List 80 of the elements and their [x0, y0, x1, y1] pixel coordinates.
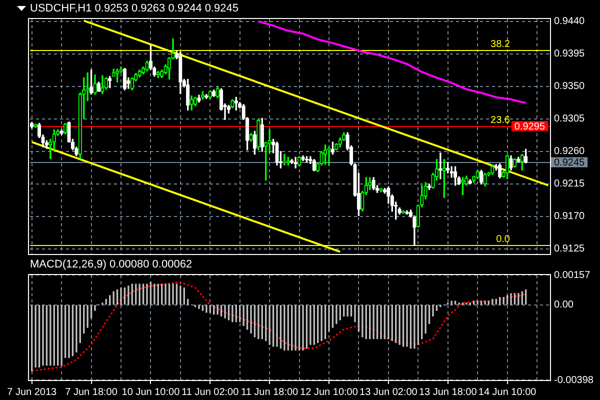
candlestick: [104, 77, 108, 90]
candlestick: [63, 122, 68, 134]
annotation: 38.2: [490, 39, 510, 50]
candlestick: [93, 74, 97, 95]
chart-title: USDCHF,H1 0.9253 0.9263 0.9244 0.9245: [30, 2, 239, 15]
candlestick: [208, 90, 212, 99]
candlestick: [294, 156, 298, 168]
candlestick: [193, 96, 198, 106]
y-tick-label: 0.9440: [554, 16, 586, 28]
x-tick-label: 11 Jun 18:00: [241, 386, 299, 398]
candlestick: [249, 133, 253, 142]
y-tick-label: 0.9305: [554, 114, 586, 125]
candlestick: [216, 86, 220, 98]
candlestick: [138, 69, 142, 78]
candlestick: [275, 142, 279, 166]
annotation: 23.6: [490, 114, 510, 126]
y-tick-label: 0.9215: [554, 178, 586, 190]
y-tick-label: 0.9125: [554, 244, 586, 255]
y-tick-label: 0.9395: [554, 48, 586, 60]
x-tick-label: 10 Jun 10:00: [122, 386, 180, 398]
candlestick: [286, 156, 290, 166]
candlestick: [446, 162, 450, 174]
x-tick-label: 7 Jun 2013: [7, 386, 58, 398]
candlestick: [520, 154, 524, 171]
candlestick: [323, 144, 328, 165]
candlestick: [460, 177, 465, 196]
ref-line-label: 0.9245: [554, 157, 586, 168]
candlestick: [230, 99, 234, 108]
candlestick: [186, 78, 190, 111]
x-tick-label: 7 Jun 18:00: [65, 386, 118, 398]
y-tick-label: -0.00398: [554, 374, 594, 386]
candlestick: [108, 76, 112, 88]
ref-line-label: 0.9295: [514, 121, 546, 132]
candlestick: [479, 170, 484, 184]
candlestick: [200, 91, 205, 100]
candlestick: [312, 159, 316, 172]
y-tick-label: 0.9260: [554, 146, 586, 158]
candlestick: [282, 154, 286, 166]
y-tick-label: 0.9170: [554, 211, 586, 222]
candlestick: [256, 118, 260, 150]
candlestick: [290, 159, 294, 164]
candlestick: [130, 77, 134, 90]
candlestick: [212, 90, 216, 97]
candlestick: [190, 95, 194, 111]
candlestick: [438, 152, 442, 180]
candlestick: [512, 158, 517, 168]
candlestick: [122, 68, 127, 90]
y-tick-label: 0.9350: [554, 81, 586, 92]
candlestick: [234, 96, 238, 111]
candlestick: [100, 75, 104, 94]
annotation: 0.0: [496, 234, 510, 246]
line-series: [31, 281, 527, 372]
x-tick-label: 13 Jun 18:00: [418, 386, 478, 398]
candlestick: [252, 130, 257, 155]
chart-title: MACD(12,26,9) 0.00080 0.00062: [30, 258, 192, 271]
candlestick: [330, 142, 335, 155]
candlestick: [145, 60, 149, 72]
candlestick: [197, 94, 201, 103]
y-tick-label: 0.00157: [554, 270, 591, 281]
x-tick-label: 12 Jun 10:00: [300, 386, 358, 398]
candlestick: [505, 154, 510, 180]
x-tick-label: 14 Jun 10:00: [478, 386, 537, 398]
candlestick: [468, 179, 472, 184]
x-tick-label: 11 Jun 02:00: [182, 386, 240, 398]
candlestick: [476, 170, 480, 180]
candlestick: [96, 82, 101, 92]
candlestick: [405, 210, 409, 215]
candlestick: [490, 164, 494, 175]
candlestick: [327, 146, 331, 166]
candlestick: [516, 156, 520, 163]
candlestick: [442, 159, 446, 198]
candlestick: [260, 118, 264, 152]
y-tick-label: 0.00: [554, 300, 574, 311]
candlestick: [379, 188, 383, 192]
candlestick: [178, 51, 182, 94]
x-tick-label: 13 Jun 02:00: [360, 386, 418, 398]
candlestick: [450, 166, 454, 178]
candlestick: [509, 155, 513, 171]
candlestick: [483, 172, 487, 186]
candlestick: [372, 177, 376, 190]
